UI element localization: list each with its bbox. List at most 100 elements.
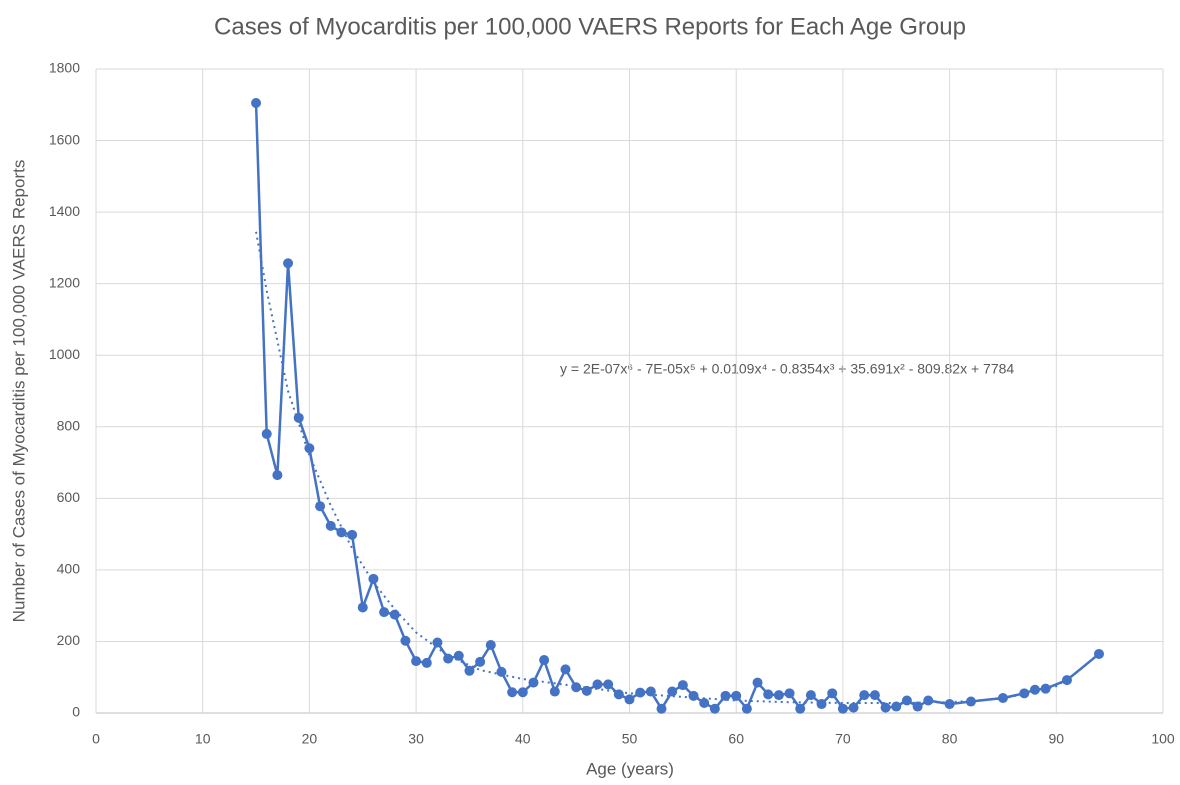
x-tick-label: 90 [1049, 731, 1065, 747]
data-point [837, 703, 848, 714]
data-point [389, 609, 400, 620]
data-point [816, 699, 827, 710]
trendline [255, 231, 1100, 704]
data-point [1029, 684, 1040, 695]
data-point [272, 470, 283, 481]
data-point [347, 529, 358, 540]
data-point [261, 428, 272, 439]
data-point [763, 689, 774, 700]
x-tick-label: 80 [942, 731, 958, 747]
data-point [1019, 688, 1030, 699]
data-point [315, 501, 326, 512]
data-point [624, 694, 635, 705]
data-point [357, 602, 368, 613]
y-tick-label: 600 [57, 489, 81, 505]
data-point [805, 690, 816, 701]
y-tick-label: 1200 [49, 274, 80, 290]
data-point [432, 637, 443, 648]
data-point [656, 703, 667, 714]
data-point [1040, 683, 1051, 694]
data-point [869, 690, 880, 701]
data-point [859, 690, 870, 701]
data-point [560, 664, 571, 675]
data-line [254, 102, 1100, 712]
data-point [368, 573, 379, 584]
data-point [304, 443, 315, 454]
x-tick-label: 30 [408, 731, 424, 747]
data-point [379, 607, 390, 618]
y-tick-label: 1000 [49, 346, 80, 362]
data-point [827, 688, 838, 699]
x-tick-label: 10 [195, 731, 211, 747]
data-point [848, 702, 859, 713]
data-point [891, 701, 902, 712]
data-point [677, 680, 688, 691]
data-point [549, 686, 560, 697]
data-point [400, 635, 411, 646]
data-point [539, 655, 550, 666]
data-point [731, 690, 742, 701]
data-point [464, 665, 475, 676]
data-point [613, 689, 624, 700]
data-point [507, 687, 518, 698]
data-point [336, 527, 347, 538]
data-point [496, 666, 507, 677]
data-point [635, 687, 646, 698]
x-tick-label: 50 [622, 731, 638, 747]
data-point [795, 703, 806, 714]
y-tick-label: 400 [57, 561, 81, 577]
x-tick-label: 40 [515, 731, 531, 747]
data-point [699, 697, 710, 708]
data-point [571, 682, 582, 693]
x-tick-label: 20 [302, 731, 318, 747]
data-point [901, 695, 912, 706]
data-point [688, 690, 699, 701]
y-tick-label: 800 [57, 417, 81, 433]
data-point [421, 657, 432, 668]
data-point [784, 688, 795, 699]
x-tick-label: 100 [1151, 731, 1175, 747]
data-point [443, 653, 454, 664]
y-tick-label: 0 [72, 704, 80, 720]
data-point [752, 677, 763, 688]
data-point [741, 703, 752, 714]
data-point [581, 685, 592, 696]
data-point [709, 703, 720, 714]
data-point [1093, 648, 1104, 659]
chart-title: Cases of Myocarditis per 100,000 VAERS R… [214, 13, 966, 40]
y-tick-label: 1600 [49, 131, 80, 147]
data-point [475, 656, 486, 667]
data-point [325, 520, 336, 531]
data-point [773, 690, 784, 701]
x-tick-label: 0 [92, 731, 100, 747]
data-point [293, 412, 304, 423]
data-point [1061, 675, 1072, 686]
y-axis-label: Number of Cases of Myocarditis per 100,0… [9, 160, 28, 623]
x-tick-label: 70 [835, 731, 851, 747]
data-point [880, 702, 891, 713]
data-point [592, 679, 603, 690]
data-point [485, 640, 496, 651]
x-axis-label: Age (years) [586, 759, 674, 778]
y-tick-label: 1400 [49, 203, 80, 219]
data-point [603, 679, 614, 690]
data-point [944, 699, 955, 710]
data-point [517, 687, 528, 698]
data-point [453, 650, 464, 661]
trendline-equation: y = 2E-07x⁶ - 7E-05x⁵ + 0.0109x⁴ - 0.835… [560, 361, 1014, 377]
data-point [411, 656, 422, 667]
x-tick-label: 60 [728, 731, 744, 747]
data-point [645, 686, 656, 697]
data-point [923, 695, 934, 706]
data-point [251, 97, 262, 108]
data-point [283, 258, 294, 269]
data-point [667, 686, 678, 697]
data-point [997, 692, 1008, 703]
data-point [528, 677, 539, 688]
y-tick-label: 1800 [49, 60, 80, 76]
data-point [720, 690, 731, 701]
data-point [965, 696, 976, 707]
y-tick-label: 200 [57, 632, 81, 648]
data-point [912, 701, 923, 712]
